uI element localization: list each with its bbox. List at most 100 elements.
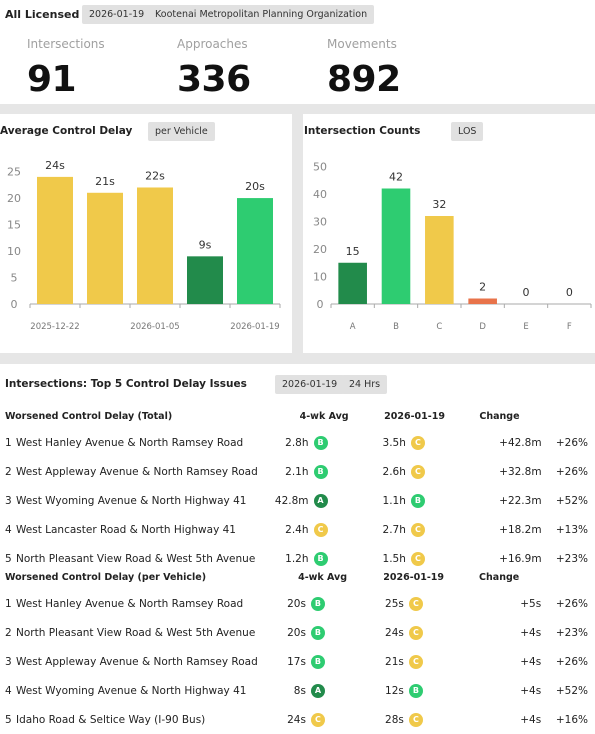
- avg-value: 20s: [287, 626, 306, 639]
- intersection-name[interactable]: 4 West Lancaster Road & North Highway 41: [0, 515, 266, 544]
- los-badge: B: [313, 551, 328, 566]
- col-change-header: Change: [479, 571, 520, 583]
- change-percent: +26%: [555, 655, 588, 668]
- intersection-label: West Hanley Avenue & North Ramsey Road: [16, 597, 244, 610]
- data-label: 15: [346, 245, 360, 258]
- x-tick-label: A: [350, 322, 356, 332]
- table-row[interactable]: 4 West Lancaster Road & North Highway 41 2…: [0, 515, 595, 544]
- table-row[interactable]: 1 West Hanley Avenue & North Ramsey Road 2…: [0, 428, 595, 457]
- los-badge: C: [313, 522, 328, 537]
- current-value: 24s: [385, 626, 404, 639]
- data-label: 21s: [95, 175, 115, 188]
- y-tick-label: 30: [313, 216, 327, 229]
- rank-number: 2: [5, 626, 12, 639]
- intersection-label: West Appleway Avenue & North Ramsey Road: [16, 465, 258, 478]
- col-avg-header: 4-wk Avg: [299, 410, 349, 422]
- y-tick-label: 10: [313, 271, 327, 284]
- kpi-intersections-value: 91: [27, 59, 77, 100]
- table-row[interactable]: 4 West Wyoming Avenue & North Highway 41 8…: [0, 676, 595, 705]
- date-chip[interactable]: 2026-01-19: [82, 5, 152, 24]
- y-tick-label: 25: [7, 166, 21, 179]
- los-badge: C: [408, 712, 423, 727]
- intersection-name[interactable]: 1 West Hanley Avenue & North Ramsey Road: [0, 428, 266, 457]
- current-value: 1.1h: [382, 494, 406, 507]
- kpi-movements-value: 892: [327, 59, 401, 100]
- los-badge: C: [310, 712, 325, 727]
- per-vehicle-chip[interactable]: per Vehicle: [148, 122, 215, 141]
- y-tick-label: 20: [7, 192, 21, 205]
- change-percent: +13%: [555, 523, 588, 536]
- y-tick-label: 5: [11, 272, 18, 285]
- table-row[interactable]: 5 Idaho Road & Seltice Way (I-90 Bus) 24s C…: [0, 705, 595, 734]
- kpi-intersections-label: Intersections: [27, 37, 105, 51]
- table-row[interactable]: 3 West Wyoming Avenue & North Highway 41 4…: [0, 486, 595, 515]
- table-row[interactable]: 2 West Appleway Avenue & North Ramsey Roa…: [0, 457, 595, 486]
- page-title: All Licensed: [5, 8, 80, 21]
- change-percent: +23%: [555, 626, 588, 639]
- los-chip[interactable]: LOS: [451, 122, 484, 141]
- change-value: +4s: [520, 713, 542, 726]
- los-badge: B: [313, 464, 328, 479]
- avg-value: 8s: [293, 684, 306, 697]
- los-badge: B: [310, 596, 325, 611]
- kpi-approaches-label: Approaches: [177, 37, 248, 51]
- intersection-name[interactable]: 4 West Wyoming Avenue & North Highway 41: [0, 676, 266, 705]
- y-tick-label: 15: [7, 219, 21, 232]
- y-tick-label: 10: [7, 245, 21, 258]
- intersection-name[interactable]: 2 West Appleway Avenue & North Ramsey Roa…: [0, 457, 266, 486]
- col-date-header: 2026-01-19: [384, 410, 445, 422]
- kpi-movements-label: Movements: [327, 37, 397, 51]
- avg-value: 17s: [287, 655, 306, 668]
- intersection-label: West Wyoming Avenue & North Highway 41: [16, 684, 247, 697]
- intersection-name[interactable]: 3 West Appleway Avenue & North Ramsey Roa…: [0, 647, 266, 676]
- data-label: 0: [523, 286, 530, 299]
- table-row[interactable]: 2 North Pleasant View Road & West 5th Ave…: [0, 618, 595, 647]
- data-label: 32: [432, 198, 446, 211]
- intersection-name[interactable]: 5 North Pleasant View Road & West 5th Ave…: [0, 544, 266, 573]
- current-value: 25s: [385, 597, 404, 610]
- avg-value: 42.8m: [274, 494, 309, 507]
- col-date-header: 2026-01-19: [383, 571, 445, 583]
- rank-number: 1: [5, 597, 12, 610]
- los-badge: B: [310, 654, 325, 669]
- organization-chip[interactable]: Kootenai Metropolitan Planning Organizat…: [148, 5, 375, 24]
- change-value: +4s: [520, 684, 542, 697]
- bar: [87, 192, 123, 304]
- top5-date-chip[interactable]: 2026-01-19: [275, 375, 345, 394]
- change-percent: +26%: [555, 465, 588, 478]
- change-value: +42.8m: [499, 436, 542, 449]
- intersection-label: West Hanley Avenue & North Ramsey Road: [16, 436, 244, 449]
- x-tick-label: F: [567, 322, 572, 332]
- rank-number: 4: [5, 684, 12, 697]
- los-badge: C: [408, 596, 423, 611]
- los-badge: C: [410, 464, 425, 479]
- data-label: 2: [479, 281, 486, 294]
- x-tick-label: C: [436, 322, 442, 332]
- avg-value: 2.4h: [285, 523, 309, 536]
- intersection-name[interactable]: 2 North Pleasant View Road & West 5th Ave…: [0, 618, 266, 647]
- current-value: 2.7h: [382, 523, 406, 536]
- x-tick-label: 2026-01-05: [130, 322, 179, 332]
- top5-range-chip[interactable]: 24 Hrs: [342, 375, 388, 394]
- delay-bar-chart: 0 5 10 15 20 25 24s 21s 22s 9s 20s 2025-12-22 2026-0…: [7, 159, 281, 332]
- los-badge: C: [410, 435, 425, 450]
- current-value: 2.6h: [382, 465, 406, 478]
- intersection-name[interactable]: 5 Idaho Road & Seltice Way (I-90 Bus): [0, 705, 266, 734]
- change-percent: +52%: [555, 494, 588, 507]
- los-bar-chart: 0 10 20 30 40 50 15 A 42 B 32 C 2 D 0 E 0 F: [313, 161, 592, 332]
- intersection-label: West Lancaster Road & North Highway 41: [16, 523, 236, 536]
- table-row[interactable]: 5 North Pleasant View Road & West 5th Ave…: [0, 544, 595, 573]
- y-tick-label: 20: [313, 243, 327, 256]
- table-row[interactable]: 3 West Appleway Avenue & North Ramsey Roa…: [0, 647, 595, 676]
- bar: [37, 176, 73, 304]
- current-value: 28s: [385, 713, 404, 726]
- data-label: 9s: [199, 238, 212, 251]
- rank-number: 4: [5, 523, 12, 536]
- intersection-name[interactable]: 1 West Hanley Avenue & North Ramsey Road: [0, 589, 266, 618]
- y-tick-label: 40: [313, 188, 327, 201]
- current-value: 3.5h: [382, 436, 406, 449]
- divider: [292, 114, 303, 353]
- table-row[interactable]: 1 West Hanley Avenue & North Ramsey Road 2…: [0, 589, 595, 618]
- x-tick-label: 2026-01-19: [230, 322, 279, 332]
- intersection-name[interactable]: 3 West Wyoming Avenue & North Highway 41: [0, 486, 266, 515]
